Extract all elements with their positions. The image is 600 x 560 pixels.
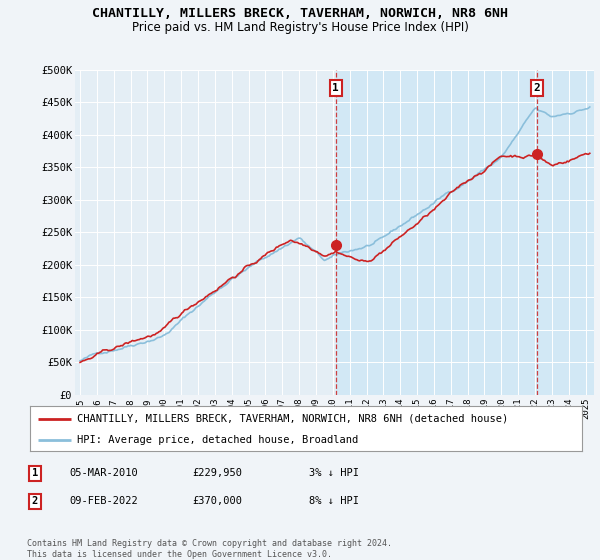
Text: 8% ↓ HPI: 8% ↓ HPI [309,496,359,506]
Text: CHANTILLY, MILLERS BRECK, TAVERHAM, NORWICH, NR8 6NH: CHANTILLY, MILLERS BRECK, TAVERHAM, NORW… [92,7,508,20]
Text: 2: 2 [32,496,38,506]
Text: 09-FEB-2022: 09-FEB-2022 [69,496,138,506]
Text: 05-MAR-2010: 05-MAR-2010 [69,468,138,478]
Text: CHANTILLY, MILLERS BRECK, TAVERHAM, NORWICH, NR8 6NH (detached house): CHANTILLY, MILLERS BRECK, TAVERHAM, NORW… [77,413,508,423]
Text: £229,950: £229,950 [192,468,242,478]
Text: 1: 1 [332,83,339,93]
Text: £370,000: £370,000 [192,496,242,506]
Text: 2: 2 [533,83,540,93]
Text: HPI: Average price, detached house, Broadland: HPI: Average price, detached house, Broa… [77,435,358,445]
Text: Price paid vs. HM Land Registry's House Price Index (HPI): Price paid vs. HM Land Registry's House … [131,21,469,34]
Text: 1: 1 [32,468,38,478]
Text: 3% ↓ HPI: 3% ↓ HPI [309,468,359,478]
Bar [335,70,594,395]
Text: Contains HM Land Registry data © Crown copyright and database right 2024.
This d: Contains HM Land Registry data © Crown c… [27,539,392,559]
